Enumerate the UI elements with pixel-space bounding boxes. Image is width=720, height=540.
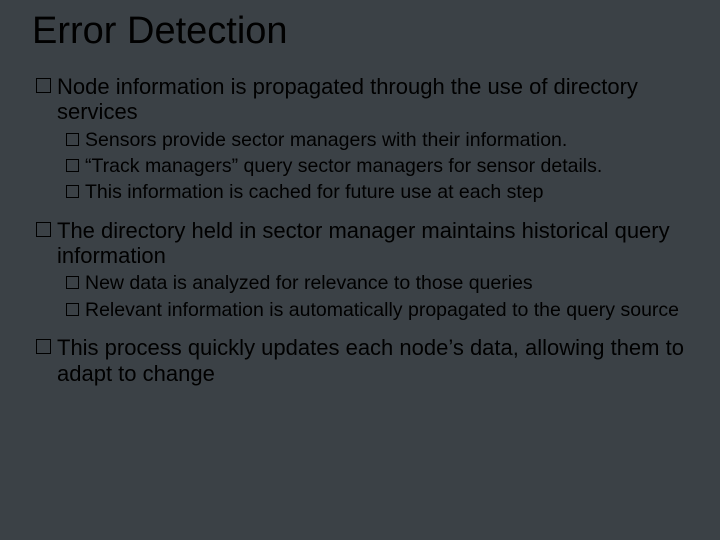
bullet-square-icon bbox=[66, 303, 79, 316]
sub-bullet-item: Relevant information is automatically pr… bbox=[66, 299, 716, 321]
sub-bullet-item: Sensors provide sector managers with the… bbox=[66, 129, 716, 151]
sub-bullet-item: This information is cached for future us… bbox=[66, 181, 716, 203]
bullet-text: “Track managers” query sector managers f… bbox=[85, 155, 716, 177]
sub-bullet-item: New data is analyzed for relevance to th… bbox=[66, 272, 716, 294]
bullet-square-icon bbox=[66, 133, 79, 146]
bullet-text: New data is analyzed for relevance to th… bbox=[85, 272, 716, 294]
bullet-item: Node information is propagated through t… bbox=[36, 74, 716, 125]
bullet-square-icon bbox=[36, 339, 51, 354]
bullet-item: This process quickly updates each node’s… bbox=[36, 335, 716, 386]
sub-bullet-item: “Track managers” query sector managers f… bbox=[66, 155, 716, 177]
bullet-text: The directory held in sector manager mai… bbox=[57, 218, 716, 269]
bullet-text: This information is cached for future us… bbox=[85, 181, 716, 203]
bullet-square-icon bbox=[66, 185, 79, 198]
bullet-square-icon bbox=[36, 222, 51, 237]
bullet-square-icon bbox=[66, 276, 79, 289]
slide: Error Detection Node information is prop… bbox=[0, 0, 720, 540]
bullet-text: Sensors provide sector managers with the… bbox=[85, 129, 716, 151]
bullet-item: The directory held in sector manager mai… bbox=[36, 218, 716, 269]
bullet-text: Relevant information is automatically pr… bbox=[85, 299, 716, 321]
bullet-square-icon bbox=[36, 78, 51, 93]
bullet-text: This process quickly updates each node’s… bbox=[57, 335, 716, 386]
slide-title: Error Detection bbox=[32, 10, 288, 53]
bullet-text: Node information is propagated through t… bbox=[57, 74, 716, 125]
slide-body: Node information is propagated through t… bbox=[36, 74, 716, 386]
bullet-square-icon bbox=[66, 159, 79, 172]
